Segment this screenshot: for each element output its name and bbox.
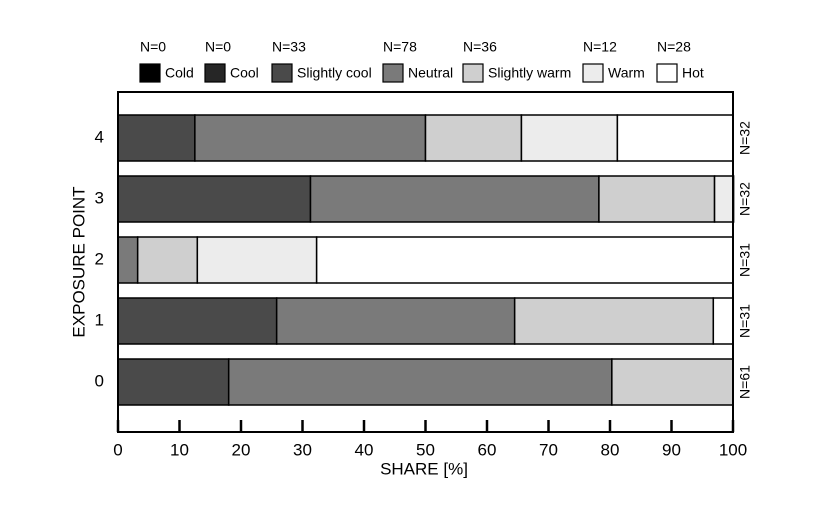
bar-segment <box>616 114 734 162</box>
bar-n-label: N=61 <box>737 365 753 399</box>
bar-segment <box>196 236 318 284</box>
bar-segment <box>194 114 427 162</box>
bar-segment <box>117 114 196 162</box>
y-tick-label: 3 <box>95 188 104 207</box>
bar-segment <box>513 297 715 345</box>
legend-swatch <box>271 63 293 83</box>
bar-segment <box>227 358 613 406</box>
y-tick-label: 2 <box>95 249 104 268</box>
bar-segment <box>712 297 734 345</box>
x-tick-label: 80 <box>601 440 620 459</box>
x-tick-label: 100 <box>719 440 747 459</box>
bar-segment <box>275 297 516 345</box>
x-tick-label: 50 <box>416 440 435 459</box>
bar-segment <box>117 236 139 284</box>
bar-segment <box>309 175 600 223</box>
bar-segment <box>520 114 619 162</box>
legend-swatch <box>656 63 678 83</box>
y-tick-label: 1 <box>95 310 104 329</box>
legend-swatch <box>204 63 226 83</box>
x-tick-label: 40 <box>355 440 374 459</box>
bar-segment <box>117 358 230 406</box>
legend-count: N=33 <box>272 39 306 55</box>
legend-label: Cool <box>230 65 259 81</box>
legend-label: Neutral <box>408 65 453 81</box>
bar-segment <box>713 175 735 223</box>
bar-n-label: N=31 <box>737 243 753 277</box>
x-tick-label: 20 <box>232 440 251 459</box>
y-axis-label: EXPOSURE POINT <box>69 186 88 337</box>
bar-segment <box>117 297 278 345</box>
x-tick-label: 60 <box>478 440 497 459</box>
x-tick-label: 30 <box>293 440 312 459</box>
legend-count: N=78 <box>383 39 417 55</box>
x-tick-label: 10 <box>170 440 189 459</box>
legend-count: N=36 <box>463 39 497 55</box>
x-tick-label: 90 <box>662 440 681 459</box>
legend-count: N=0 <box>205 39 231 55</box>
legend-swatch <box>582 63 604 83</box>
bar-segment <box>611 358 734 406</box>
bar-segment <box>315 236 734 284</box>
bar-segment <box>136 236 199 284</box>
bar-segment <box>598 175 716 223</box>
legend-label: Hot <box>682 65 704 81</box>
x-tick-label: 70 <box>539 440 558 459</box>
x-axis-label: SHARE [%] <box>380 459 468 478</box>
bar-n-label: N=32 <box>737 121 753 155</box>
bar-segment <box>424 114 523 162</box>
legend-swatch <box>139 63 161 83</box>
y-tick-label: 4 <box>95 127 104 146</box>
bar-n-label: N=31 <box>737 304 753 338</box>
legend-label: Cold <box>165 65 194 81</box>
legend-count: N=28 <box>657 39 691 55</box>
x-tick-label: 0 <box>113 440 122 459</box>
bar-n-label: N=32 <box>737 182 753 216</box>
legend-label: Warm <box>608 65 645 81</box>
legend-swatch <box>462 63 484 83</box>
legend-label: Slightly warm <box>488 65 571 81</box>
bar-segment <box>117 175 312 223</box>
legend-swatch <box>382 63 404 83</box>
legend-count: N=12 <box>583 39 617 55</box>
legend-count: N=0 <box>140 39 166 55</box>
legend-label: Slightly cool <box>297 65 372 81</box>
y-tick-label: 0 <box>95 371 104 390</box>
